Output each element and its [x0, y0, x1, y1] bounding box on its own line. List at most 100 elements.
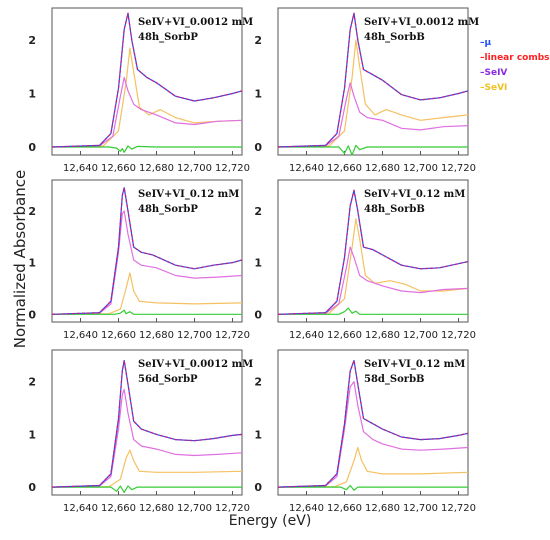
panel-title-line-2: 58d_SorbB: [364, 374, 425, 385]
chart-panel-3: 12,640 12,660 12,680 12,700 12,720 0 1 2 SeIV+VI…: [28, 179, 250, 341]
y-tick-label: 0: [28, 481, 36, 494]
series-line-linear-comb: [51, 12, 243, 148]
series-line-SeIV: [51, 210, 243, 315]
x-tick-label: 12,720: [441, 163, 476, 174]
series-line-SeIV: [277, 82, 469, 148]
y-tick-label: 2: [28, 34, 36, 47]
plot-frame: [277, 7, 469, 156]
x-tick-label: 12,640: [63, 503, 98, 514]
series-line-SeVI: [51, 47, 243, 148]
x-tick-label: 12,720: [215, 163, 250, 174]
y-tick-label: 1: [28, 88, 36, 101]
x-tick-label: 12,700: [403, 330, 438, 341]
chart-panel-5: 12,640 12,660 12,680 12,700 12,720 0 1 2 SeIV+VI…: [28, 349, 253, 514]
legend-item-linear-combs: –linear combs: [480, 51, 550, 66]
y-tick-label: 2: [28, 205, 36, 218]
legend-swatch-linear-combs: –: [480, 53, 485, 63]
series-line-SeIV: [277, 381, 469, 488]
y-axis-title: Normalized Absorbance: [11, 169, 29, 349]
series-line-SeVI: [277, 218, 469, 315]
legend-item-mu: –μ: [480, 36, 550, 51]
chart-panel-1: 12,640 12,660 12,680 12,700 12,720 0 1 2 SeIV+VI…: [28, 7, 253, 174]
x-tick-label: 12,720: [441, 503, 476, 514]
series-line-residual: [52, 145, 242, 153]
panel-title-line-1: SeIV+VI_0.0012 mM: [138, 17, 253, 28]
legend-label-linear-combs: linear combs: [484, 53, 550, 63]
x-tick-label: 12,700: [403, 503, 438, 514]
series-line-SeVI: [277, 39, 469, 148]
legend-label-mu: μ: [484, 38, 492, 48]
panel-title-line-1: SeIV+VI_0.12 mM: [364, 189, 465, 200]
series-line-residual: [278, 484, 468, 491]
y-tick-label: 0: [254, 141, 262, 154]
plot-frame: [277, 179, 469, 323]
panel-title-line-2: 48h_SorbP: [138, 32, 198, 43]
y-tick-label: 1: [254, 257, 262, 270]
x-tick-label: 12,660: [327, 330, 362, 341]
series-line-SeIV: [51, 76, 243, 148]
y-tick-label: 1: [254, 428, 262, 441]
x-tick-label: 12,680: [139, 330, 174, 341]
y-tick-label: 2: [254, 205, 262, 218]
plot-frame: [277, 349, 469, 496]
x-tick-label: 12,680: [139, 503, 174, 514]
y-tick-label: 1: [28, 257, 36, 270]
panel-title-line-1: SeIV+VI_0.12 mM: [364, 359, 465, 370]
x-axis-title: Energy (eV): [228, 513, 312, 529]
y-tick-label: 2: [254, 376, 262, 389]
y-tick-label: 0: [28, 141, 36, 154]
x-tick-label: 12,720: [215, 330, 250, 341]
series-line-linear-comb: [51, 187, 243, 315]
panel-title-line-2: 48h_SorbB: [364, 32, 425, 43]
legend-swatch-seiv: –: [480, 68, 485, 78]
y-tick-label: 0: [28, 308, 36, 321]
x-tick-label: 12,660: [101, 503, 136, 514]
series-line-SeIV: [277, 246, 469, 315]
series-line-residual: [278, 307, 468, 315]
series-line-linear-comb: [277, 359, 469, 488]
y-tick-label: 2: [28, 376, 36, 389]
x-tick-label: 12,700: [177, 330, 212, 341]
x-tick-label: 12,640: [63, 330, 98, 341]
series-line-SeVI: [51, 272, 243, 315]
series-line-linear-comb: [277, 12, 469, 148]
x-tick-label: 12,700: [177, 503, 212, 514]
x-tick-label: 12,680: [139, 163, 174, 174]
legend: –μ –linear combs –SeIV –SeVI: [480, 36, 550, 96]
plot-frame: [51, 349, 243, 496]
y-tick-label: 1: [254, 88, 262, 101]
chart-panel-4: 12,640 12,660 12,680 12,700 12,720 0 1 2 SeIV+VI…: [254, 179, 476, 341]
x-tick-label: 12,660: [101, 163, 136, 174]
x-tick-label: 12,680: [365, 163, 400, 174]
x-tick-label: 12,680: [365, 330, 400, 341]
y-tick-label: 0: [254, 308, 262, 321]
legend-label-seiv: SeIV: [484, 68, 508, 78]
x-tick-label: 12,680: [365, 503, 400, 514]
series-line-SeVI: [277, 446, 469, 488]
plot-frame: [51, 179, 243, 323]
x-tick-label: 12,660: [327, 163, 362, 174]
x-tick-label: 12,720: [215, 503, 250, 514]
legend-item-sevi: –SeVI: [480, 81, 550, 96]
series-line-residual: [278, 144, 468, 156]
series-line-residual: [52, 485, 242, 493]
series-line-linear-comb: [277, 189, 469, 315]
x-tick-label: 12,660: [101, 330, 136, 341]
series-line-SeVI: [51, 449, 243, 488]
x-tick-label: 12,640: [289, 330, 324, 341]
panel-title-line-1: SeIV+VI_0.12 mM: [138, 189, 239, 200]
x-tick-label: 12,720: [441, 330, 476, 341]
y-tick-label: 1: [28, 428, 36, 441]
chart-panel-6: 12,640 12,660 12,680 12,700 12,720 0 1 2 SeIV+VI…: [254, 349, 476, 514]
x-tick-label: 12,640: [63, 163, 98, 174]
series-line-linear-comb: [51, 359, 243, 488]
legend-label-sevi: SeVI: [484, 83, 508, 93]
x-tick-label: 12,640: [289, 163, 324, 174]
y-tick-label: 0: [254, 481, 262, 494]
panel-title-line-2: 48h_SorbB: [364, 204, 425, 215]
x-tick-label: 12,700: [177, 163, 212, 174]
series-line-residual: [52, 309, 242, 315]
legend-swatch-mu: –: [480, 38, 485, 48]
x-tick-label: 12,640: [289, 503, 324, 514]
